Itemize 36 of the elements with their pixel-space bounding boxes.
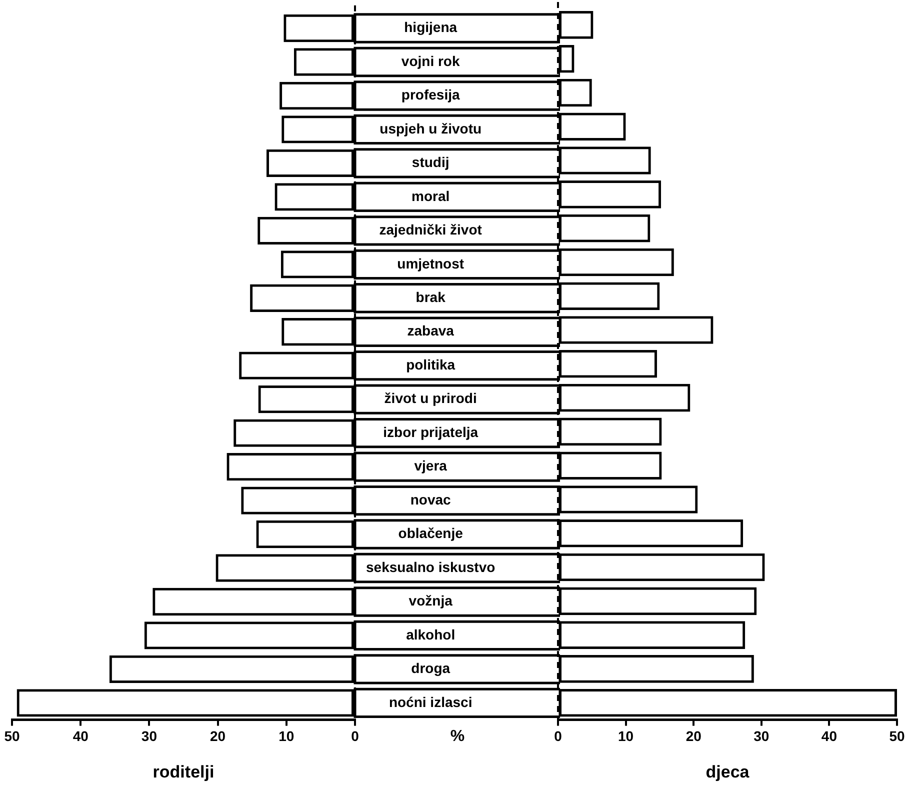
x-tick-label: 20: [686, 728, 702, 744]
x-tick-label: 0: [554, 728, 562, 744]
y-tick-label: higijena: [404, 19, 458, 36]
y-tick-label: profesija: [401, 86, 460, 103]
x-tick-label: 40: [72, 728, 89, 744]
y-tick-label: život u prirodi: [384, 390, 477, 406]
y-tick-label: novac: [410, 491, 452, 508]
y-tick-label: studij: [412, 154, 450, 170]
y-tick-label: zabava: [407, 322, 454, 339]
y-tick-label: droga: [411, 660, 450, 676]
x-tick-label: 0: [351, 728, 360, 744]
x-tick-label: 50: [889, 728, 905, 744]
y-tick-label: noćni izlasci: [388, 694, 472, 710]
y-tick-label: oblačenje: [398, 525, 464, 542]
y-tick-label: seksualno iskustvo: [366, 558, 496, 575]
x-tick-label: 20: [210, 728, 226, 744]
x-tick-label: 40: [821, 728, 838, 744]
y-tick-label: vjera: [414, 458, 448, 474]
y-tick-label: uspjeh u životu: [380, 120, 482, 136]
x-axis-title: roditelji: [152, 762, 214, 782]
x-tick-label: 30: [754, 728, 770, 744]
x-tick-label: 10: [618, 728, 634, 744]
y-tick-label: moral: [412, 188, 450, 204]
y-tick-label: umjetnost: [397, 255, 464, 272]
x-axis-title: djeca: [706, 762, 750, 782]
y-tick-label: brak: [416, 288, 446, 305]
y-tick-label: vojni rok: [401, 52, 460, 69]
y-tick-label: politika: [406, 356, 456, 372]
x-tick-label: 10: [278, 728, 294, 744]
x-tick-label: 30: [141, 728, 158, 744]
y-tick-label: vožnja: [408, 592, 453, 609]
text: %: [450, 728, 465, 746]
y-tick-label: izbor prijatelja: [383, 424, 478, 440]
x-tick-label: 50: [4, 728, 20, 744]
y-tick-label: zajednički život: [379, 222, 482, 238]
y-tick-label: alkohol: [406, 626, 456, 642]
